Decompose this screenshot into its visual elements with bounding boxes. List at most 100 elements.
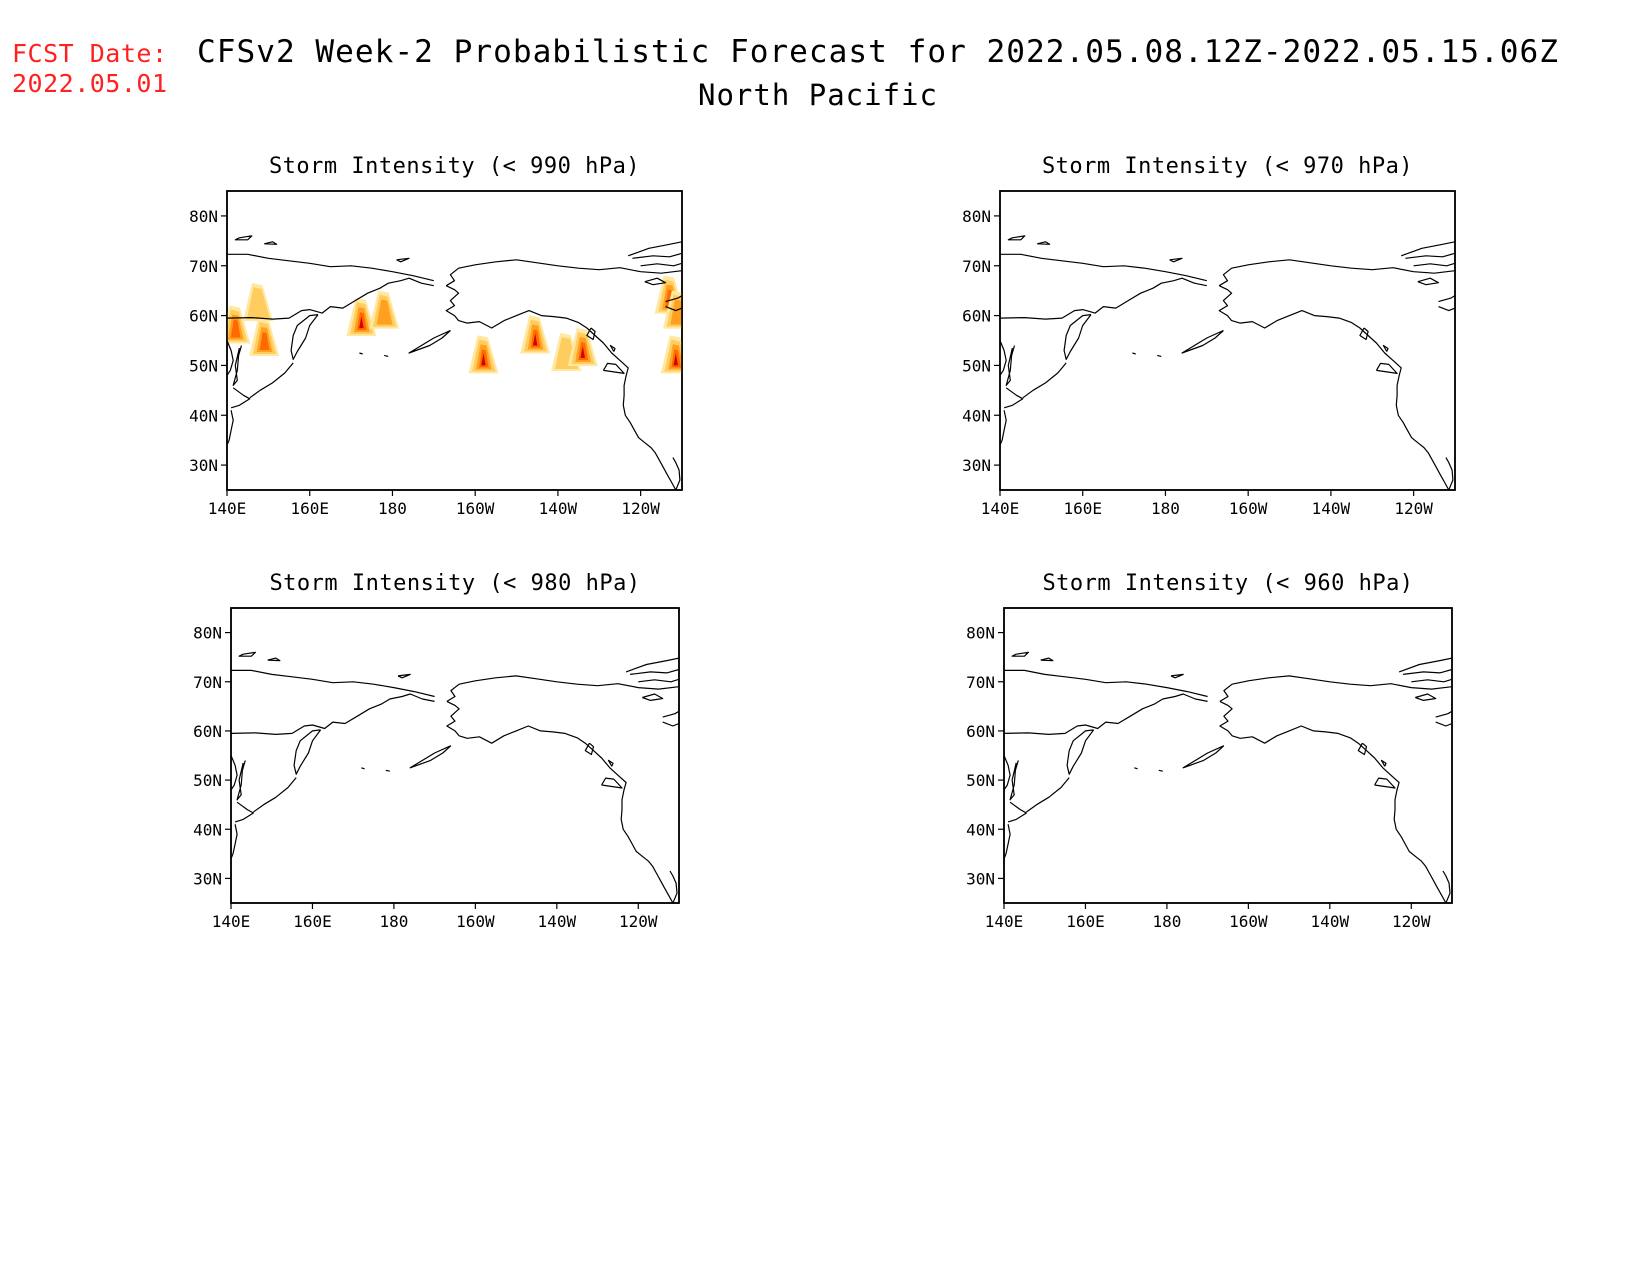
- storm-probability-patch: [580, 346, 585, 358]
- coastline: [607, 759, 614, 767]
- coastline: [1405, 252, 1455, 259]
- map-frame: [1003, 607, 1453, 904]
- coastline: [1004, 824, 1011, 860]
- coastline: [227, 253, 434, 282]
- panel-title: Storm Intensity (< 970 hPa): [1042, 154, 1413, 179]
- coastline: [665, 295, 682, 303]
- map-content: [227, 235, 682, 490]
- figure-subtitle: North Pacific: [698, 78, 938, 112]
- map-panel-4: Storm Intensity (< 960 hPa) 140E 160E 180 16…: [966, 571, 1453, 931]
- y-tick-label: 40N: [189, 406, 218, 425]
- y-tick-label: 80N: [966, 624, 995, 643]
- y-tick-label: 40N: [193, 820, 222, 839]
- map-content: [1000, 235, 1455, 490]
- storm-probability-patch: [673, 353, 678, 366]
- x-tick-label: 140E: [208, 499, 247, 518]
- x-tick-label: 160E: [290, 499, 329, 518]
- coastline: [1169, 257, 1183, 263]
- coastline: [1170, 673, 1184, 679]
- y-tick-label: 70N: [966, 673, 995, 692]
- map-content: [1004, 651, 1452, 903]
- coastline: [625, 657, 679, 673]
- y-tick-label: 60N: [966, 722, 995, 741]
- coastline: [1435, 721, 1452, 727]
- coastline: [384, 354, 389, 357]
- y-tick-label: 60N: [962, 307, 991, 326]
- coastline: [1004, 693, 1208, 736]
- coastline: [662, 721, 679, 727]
- coastline: [644, 277, 667, 286]
- x-tick-label: 180: [1152, 912, 1181, 931]
- coastline: [446, 700, 674, 903]
- panel-title: Storm Intensity (< 960 hPa): [1042, 571, 1413, 596]
- coastline: [446, 675, 679, 702]
- coastline: [249, 362, 294, 399]
- coastline: [1004, 755, 1011, 791]
- x-tick-label: 180: [378, 499, 407, 518]
- coastline: [290, 314, 319, 360]
- y-tick-label: 80N: [189, 207, 218, 226]
- coastline: [640, 262, 682, 267]
- coastline: [642, 693, 664, 702]
- x-tick-label: 140W: [1312, 499, 1351, 518]
- x-tick-label: 120W: [1392, 912, 1431, 931]
- coastline: [602, 362, 625, 374]
- coastline: [1417, 277, 1440, 286]
- map-content: [231, 651, 679, 903]
- y-tick-label: 70N: [193, 673, 222, 692]
- map-panel-3: Storm Intensity (< 980 hPa) 140E 160E 180 16…: [193, 571, 680, 931]
- y-tick-label: 60N: [189, 307, 218, 326]
- coastline: [665, 306, 682, 312]
- fcst-date-label: FCST Date:: [12, 39, 168, 68]
- coastline: [1182, 745, 1225, 769]
- coastline: [627, 241, 682, 257]
- coastline: [230, 387, 251, 409]
- map-panel-1: Storm Intensity (< 990 hPa) 140E 160E 180 16…: [189, 154, 683, 518]
- y-tick-label: 30N: [189, 456, 218, 475]
- storm-probability-patch: [246, 287, 270, 320]
- coastline: [632, 252, 682, 259]
- coastline: [1219, 675, 1452, 702]
- y-tick-label: 30N: [962, 456, 991, 475]
- map-panels: Storm Intensity (< 990 hPa) 140E 160E 180 16…: [189, 154, 1456, 931]
- storm-probability-patch: [670, 299, 682, 325]
- y-tick-label: 50N: [962, 356, 991, 375]
- coastline: [227, 410, 234, 446]
- coastline: [409, 745, 452, 769]
- coastline: [445, 285, 677, 490]
- y-tick-label: 50N: [193, 771, 222, 790]
- x-tick-label: 140W: [539, 499, 578, 518]
- coastline: [1181, 329, 1224, 354]
- coastline: [445, 259, 682, 287]
- coastline: [1380, 759, 1387, 767]
- coastline: [1400, 241, 1455, 257]
- storm-probability-patch: [376, 299, 393, 325]
- coastline: [584, 742, 595, 756]
- coastline: [1398, 657, 1452, 673]
- coastline: [293, 729, 322, 775]
- x-tick-label: 140W: [538, 912, 577, 931]
- coastline: [267, 657, 281, 662]
- coastline: [253, 777, 297, 813]
- x-tick-label: 120W: [619, 912, 658, 931]
- figure-title: CFSv2 Week-2 Probabilistic Forecast for …: [197, 34, 1559, 70]
- coastline: [1004, 669, 1208, 698]
- coastline: [1009, 760, 1019, 801]
- coastline: [231, 755, 238, 791]
- x-tick-label: 120W: [621, 499, 660, 518]
- x-tick-label: 160W: [456, 499, 495, 518]
- coastline: [609, 344, 616, 352]
- coastline: [1438, 295, 1455, 303]
- storm-probability-patch: [359, 316, 364, 329]
- coastline: [1011, 651, 1030, 657]
- map-frame: [226, 190, 683, 491]
- y-tick-label: 30N: [193, 869, 222, 888]
- coastline: [1000, 253, 1207, 282]
- y-tick-label: 40N: [966, 820, 995, 839]
- x-tick-label: 160E: [1066, 912, 1105, 931]
- storm-probability-patch: [230, 319, 241, 338]
- coastline: [396, 257, 410, 263]
- x-tick-label: 160W: [1229, 499, 1268, 518]
- coastline: [1375, 362, 1398, 374]
- map-border: [226, 190, 683, 491]
